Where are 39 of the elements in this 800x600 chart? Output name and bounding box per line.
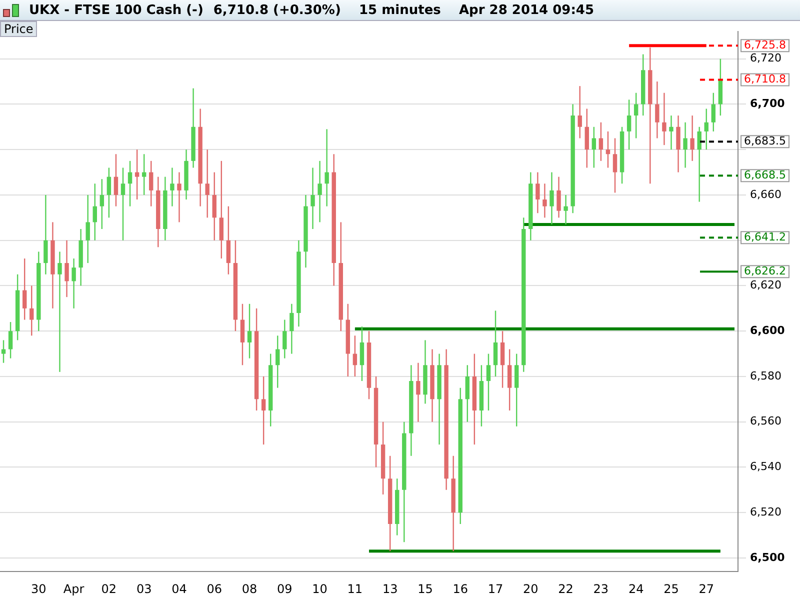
- y-tick-label: 6,580: [750, 369, 782, 382]
- x-tick-label: 23: [593, 582, 609, 596]
- y-tick-label: 6,540: [750, 460, 782, 474]
- chart-subtitle: 6,710.8 (+0.30%) 15 minutes Apr 28 2014 09:45: [213, 2, 594, 18]
- x-tick-label: 15: [418, 582, 433, 596]
- ref-line-label: 6,725.8: [744, 38, 786, 52]
- x-tick-label: 27: [698, 582, 714, 596]
- x-tick-label: 13: [382, 582, 398, 596]
- x-tick-label: 20: [523, 582, 538, 596]
- x-tick-label: 09: [277, 582, 292, 596]
- x-tick-label: 16: [452, 582, 468, 596]
- ref-line-label: 6,683.5: [744, 134, 786, 148]
- x-tick-label: 25: [664, 582, 679, 596]
- y-tick-label: 6,720: [750, 52, 782, 65]
- x-tick-label: 30: [31, 582, 46, 596]
- x-tick-label: 17: [488, 582, 504, 596]
- y-tick-label: 6,700: [750, 97, 786, 110]
- x-tick-label: 10: [312, 582, 328, 596]
- x-tick-label: Apr: [63, 582, 84, 596]
- x-tick-label: 08: [242, 582, 258, 596]
- ref-line-label: 6,668.5: [744, 168, 786, 182]
- ref-line-label: 6,626.2: [744, 264, 786, 278]
- y-tick-label: 6,660: [750, 188, 782, 201]
- y-tick-label: 6,500: [750, 550, 786, 564]
- y-tick-label: 6,600: [750, 324, 786, 337]
- x-tick-label: 22: [558, 582, 574, 596]
- x-tick-label: 24: [628, 582, 644, 596]
- x-tick-label: 04: [172, 582, 187, 596]
- x-tick-label: 02: [101, 582, 117, 596]
- ref-line-label: 6,641.2: [744, 230, 786, 244]
- chart-title: UKX - FTSE 100 Cash (-): [29, 2, 204, 18]
- x-tick-label: 03: [136, 582, 152, 596]
- x-tick-label: 11: [347, 582, 363, 596]
- ref-line-label: 6,710.8: [744, 72, 786, 86]
- x-tick-label: 06: [206, 582, 222, 596]
- y-tick-label: 6,520: [750, 505, 782, 518]
- y-tick-label: 6,560: [750, 414, 782, 428]
- y-tick-label: 6,620: [750, 278, 782, 292]
- annotation: Price: [0, 21, 38, 37]
